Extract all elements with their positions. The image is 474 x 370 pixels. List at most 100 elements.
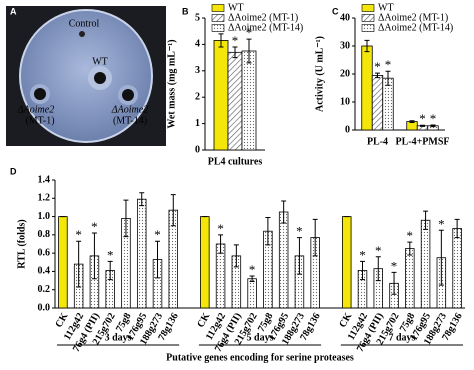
y-axis-label: Activity (U mL⁻¹) [314, 36, 325, 112]
significance-star: * [430, 111, 437, 126]
bar [213, 40, 229, 151]
bar [371, 75, 384, 131]
y-tick-label: 1.0 [38, 211, 51, 222]
significance-star: * [407, 228, 414, 243]
significance-star: * [438, 216, 445, 231]
significance-star: * [296, 224, 303, 239]
y-tick-label: 1.4 [38, 174, 51, 185]
photo-label: (MT-14) [113, 115, 147, 126]
y-tick-label: 0.0 [38, 302, 51, 313]
bar [382, 77, 394, 131]
error-bar [420, 124, 425, 127]
bar [58, 216, 68, 309]
legend-label: WT [228, 2, 244, 13]
error-bar [218, 234, 224, 254]
y-tick-label: 4 [195, 39, 200, 50]
significance-star: * [249, 262, 256, 277]
legend-swatch [361, 24, 375, 32]
error-bar [246, 38, 252, 64]
photo-label: (MT-1) [25, 115, 54, 126]
group-label: 7 days [388, 332, 415, 343]
legend-swatch [361, 4, 375, 12]
error-bar [107, 260, 113, 281]
significance-star: * [246, 25, 253, 40]
y-axis-label: RTL (folds) [16, 219, 27, 268]
bar [405, 248, 415, 309]
error-bar [265, 216, 271, 246]
error-bar [170, 194, 176, 227]
legend-label: WT [378, 2, 394, 13]
significance-star: * [232, 33, 239, 48]
y-tick-label: 40 [340, 12, 350, 23]
error-bar [249, 275, 255, 282]
bar [227, 51, 243, 151]
error-bar [233, 244, 239, 268]
significance-star: * [107, 247, 114, 262]
group-label: 3 days [105, 332, 132, 343]
legend-label: ΔAoime2 (MT-14) [378, 22, 453, 33]
panel-label: B [182, 6, 189, 16]
panel-label: D [10, 166, 17, 176]
x-tick-label: PL4 cultures [208, 156, 263, 167]
bar [278, 211, 289, 309]
bar [241, 50, 257, 151]
y-tick-label: 2 [195, 91, 200, 102]
error-bar [375, 72, 380, 79]
error-bar [139, 192, 145, 207]
y-tick-label: 3 [195, 65, 200, 76]
bar [247, 278, 257, 309]
photo-label: WT [92, 56, 108, 67]
bar [341, 216, 352, 309]
y-tick-label: 10 [340, 96, 350, 107]
legend-label: ΔAoime2 (MT-1) [378, 12, 448, 23]
y-tick-label: 20 [340, 68, 350, 79]
error-bar [430, 124, 436, 128]
y-axis-label: Wet mass (mg mL⁻¹) [166, 39, 177, 128]
bar [452, 228, 462, 309]
error-bar [218, 33, 224, 48]
error-bar [409, 120, 415, 123]
error-bar [364, 39, 370, 53]
error-bar [281, 200, 287, 224]
colony [94, 72, 106, 84]
panel-label: A [10, 6, 17, 16]
y-tick-label: 0.6 [38, 247, 51, 258]
photo-label: ΔAoime2 [17, 104, 54, 115]
significance-star: * [359, 247, 366, 262]
y-tick-label: 0 [345, 124, 350, 135]
error-bar [454, 218, 460, 239]
legend-swatch [211, 14, 225, 22]
legend-label: ΔAoime2 (MT-14) [228, 22, 303, 33]
colony [79, 31, 85, 37]
photo-label: Control [69, 18, 100, 29]
significance-star: * [91, 219, 98, 234]
error-bar [312, 218, 318, 257]
significance-star: * [374, 59, 381, 74]
y-tick-label: 1 [195, 118, 200, 129]
legend-swatch [211, 4, 225, 12]
significance-star: * [385, 57, 392, 72]
bar [420, 219, 431, 309]
error-bar [375, 256, 381, 282]
legend-swatch [211, 24, 225, 32]
significance-star: * [375, 243, 382, 258]
colony [34, 88, 46, 100]
photo-label: ΔAoime2 [111, 104, 148, 115]
bar [136, 198, 147, 309]
error-bar [438, 229, 444, 286]
error-bar [155, 240, 160, 279]
error-bar [407, 241, 413, 256]
error-bar [91, 232, 97, 280]
y-tick-label: 30 [340, 40, 350, 51]
significance-star: * [217, 221, 224, 236]
y-tick-label: 0.8 [38, 229, 51, 240]
significance-star: * [154, 227, 161, 242]
error-bar [423, 210, 429, 230]
error-bar [123, 199, 129, 238]
x-tick-label: PL-4+PMSF [395, 136, 449, 147]
y-tick-label: 0.2 [38, 284, 51, 295]
significance-star: * [419, 111, 426, 126]
group-label: 5 days [247, 332, 274, 343]
